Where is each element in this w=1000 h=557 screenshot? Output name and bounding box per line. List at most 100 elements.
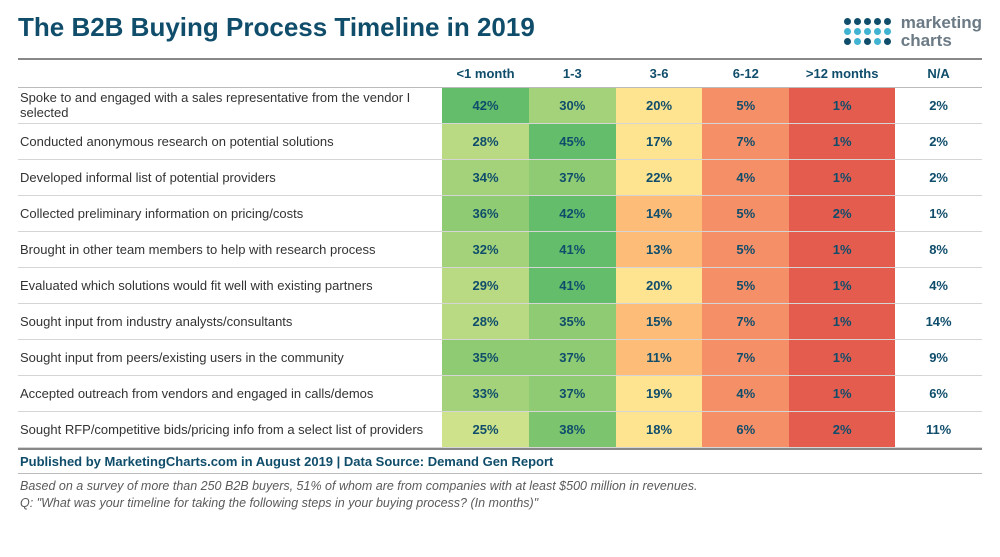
row-label: Sought input from industry analysts/cons… <box>18 303 442 339</box>
table-row: Sought input from industry analysts/cons… <box>18 303 982 339</box>
table-row: Conducted anonymous research on potentia… <box>18 123 982 159</box>
heat-cell: 2% <box>789 411 895 447</box>
chart-container: The B2B Buying Process Timeline in 2019 … <box>0 0 1000 511</box>
heat-cell: 20% <box>616 267 703 303</box>
heat-cell: 34% <box>442 159 529 195</box>
table-row: Spoke to and engaged with a sales repres… <box>18 87 982 123</box>
heat-cell: 11% <box>895 411 982 447</box>
footnote-line-1: Based on a survey of more than 250 B2B b… <box>20 478 980 495</box>
heat-cell: 36% <box>442 195 529 231</box>
heat-cell: 1% <box>789 339 895 375</box>
heat-cell: 6% <box>702 411 789 447</box>
row-label: Sought RFP/competitive bids/pricing info… <box>18 411 442 447</box>
column-header: 1-3 <box>529 59 616 88</box>
heat-cell: 1% <box>789 375 895 411</box>
heat-cell: 14% <box>895 303 982 339</box>
table-row: Collected preliminary information on pri… <box>18 195 982 231</box>
heat-cell: 8% <box>895 231 982 267</box>
table-row: Sought input from peers/existing users i… <box>18 339 982 375</box>
heat-cell: 13% <box>616 231 703 267</box>
column-header: 6-12 <box>702 59 789 88</box>
heat-cell: 4% <box>895 267 982 303</box>
row-label: Accepted outreach from vendors and engag… <box>18 375 442 411</box>
table-row: Sought RFP/competitive bids/pricing info… <box>18 411 982 447</box>
heat-cell: 11% <box>616 339 703 375</box>
heat-cell: 38% <box>529 411 616 447</box>
heat-cell: 9% <box>895 339 982 375</box>
row-label: Evaluated which solutions would fit well… <box>18 267 442 303</box>
table-body: Spoke to and engaged with a sales repres… <box>18 87 982 447</box>
heat-cell: 5% <box>702 87 789 123</box>
heat-cell: 19% <box>616 375 703 411</box>
table-row: Brought in other team members to help wi… <box>18 231 982 267</box>
heat-cell: 1% <box>895 195 982 231</box>
column-header <box>18 59 442 88</box>
heat-cell: 2% <box>895 159 982 195</box>
heat-cell: 14% <box>616 195 703 231</box>
logo-text-2: charts <box>901 32 982 50</box>
header-row: <1 month1-33-66-12>12 monthsN/A <box>18 59 982 88</box>
heat-cell: 5% <box>702 267 789 303</box>
publish-line: Published by MarketingCharts.com in Augu… <box>18 448 982 474</box>
header: The B2B Buying Process Timeline in 2019 … <box>18 12 982 50</box>
heat-cell: 17% <box>616 123 703 159</box>
column-header: 3-6 <box>616 59 703 88</box>
heat-cell: 1% <box>789 87 895 123</box>
heat-cell: 29% <box>442 267 529 303</box>
heat-cell: 15% <box>616 303 703 339</box>
row-label: Sought input from peers/existing users i… <box>18 339 442 375</box>
heat-cell: 2% <box>895 123 982 159</box>
heat-cell: 41% <box>529 231 616 267</box>
heat-cell: 33% <box>442 375 529 411</box>
table-row: Accepted outreach from vendors and engag… <box>18 375 982 411</box>
heat-cell: 2% <box>895 87 982 123</box>
heat-cell: 2% <box>789 195 895 231</box>
heat-cell: 7% <box>702 123 789 159</box>
column-header: >12 months <box>789 59 895 88</box>
row-label: Collected preliminary information on pri… <box>18 195 442 231</box>
heat-cell: 1% <box>789 267 895 303</box>
row-label: Developed informal list of potential pro… <box>18 159 442 195</box>
logo-text: marketing charts <box>901 14 982 50</box>
heat-cell: 5% <box>702 231 789 267</box>
heat-cell: 4% <box>702 375 789 411</box>
heat-cell: 7% <box>702 303 789 339</box>
heat-cell: 1% <box>789 231 895 267</box>
logo-text-1: marketing <box>901 14 982 32</box>
heat-cell: 37% <box>529 339 616 375</box>
heat-cell: 18% <box>616 411 703 447</box>
heat-cell: 1% <box>789 303 895 339</box>
footnote-line-2: Q: "What was your timeline for taking th… <box>20 495 980 512</box>
heat-cell: 41% <box>529 267 616 303</box>
column-header: N/A <box>895 59 982 88</box>
logo-dots-icon <box>844 18 891 45</box>
heat-cell: 22% <box>616 159 703 195</box>
heat-cell: 42% <box>442 87 529 123</box>
heat-cell: 28% <box>442 303 529 339</box>
chart-title: The B2B Buying Process Timeline in 2019 <box>18 12 535 43</box>
heat-cell: 32% <box>442 231 529 267</box>
row-label: Spoke to and engaged with a sales repres… <box>18 87 442 123</box>
heat-cell: 28% <box>442 123 529 159</box>
heat-cell: 1% <box>789 123 895 159</box>
table-row: Developed informal list of potential pro… <box>18 159 982 195</box>
heat-cell: 42% <box>529 195 616 231</box>
heat-cell: 37% <box>529 375 616 411</box>
heat-cell: 30% <box>529 87 616 123</box>
heat-cell: 37% <box>529 159 616 195</box>
heat-cell: 35% <box>442 339 529 375</box>
heat-cell: 7% <box>702 339 789 375</box>
column-header: <1 month <box>442 59 529 88</box>
heat-cell: 6% <box>895 375 982 411</box>
footnote: Based on a survey of more than 250 B2B b… <box>18 474 982 512</box>
heat-cell: 5% <box>702 195 789 231</box>
heat-cell: 35% <box>529 303 616 339</box>
heatmap-table: <1 month1-33-66-12>12 monthsN/A Spoke to… <box>18 58 982 448</box>
row-label: Brought in other team members to help wi… <box>18 231 442 267</box>
heat-cell: 20% <box>616 87 703 123</box>
table-row: Evaluated which solutions would fit well… <box>18 267 982 303</box>
heat-cell: 45% <box>529 123 616 159</box>
heat-cell: 25% <box>442 411 529 447</box>
heat-cell: 4% <box>702 159 789 195</box>
heat-cell: 1% <box>789 159 895 195</box>
